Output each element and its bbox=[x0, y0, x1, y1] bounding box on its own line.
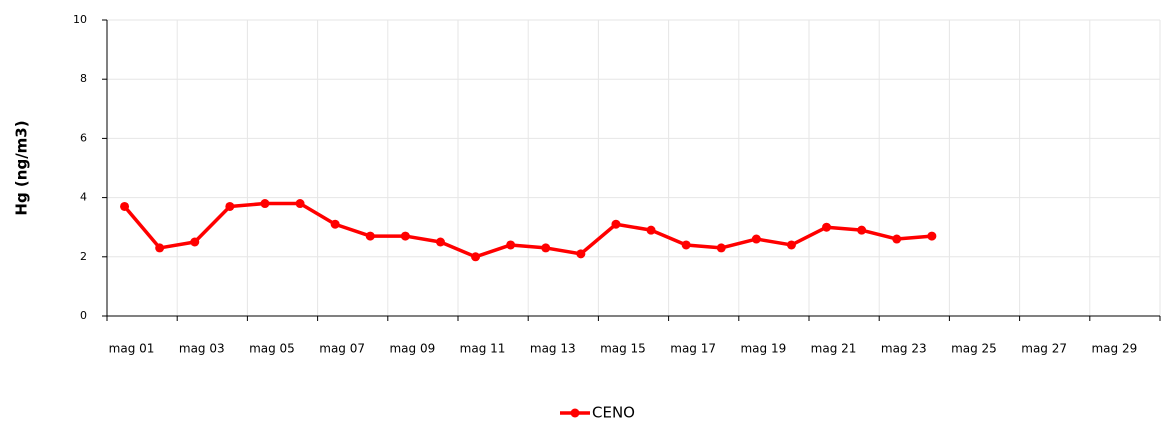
x-tick-label: mag 09 bbox=[389, 342, 435, 356]
y-tick-label: 2 bbox=[80, 250, 87, 263]
data-point bbox=[857, 225, 867, 235]
data-point bbox=[295, 199, 305, 209]
data-point bbox=[681, 240, 691, 250]
data-point bbox=[471, 252, 481, 262]
y-axis-label: Hg (ng/m3) bbox=[13, 120, 31, 215]
x-tick-label: mag 17 bbox=[670, 342, 716, 356]
x-tick-label: mag 05 bbox=[249, 342, 295, 356]
data-point bbox=[611, 219, 621, 229]
data-point bbox=[120, 201, 130, 211]
data-point bbox=[260, 199, 270, 209]
data-point bbox=[435, 237, 445, 247]
x-tick-label: mag 13 bbox=[530, 342, 576, 356]
x-tick-label: mag 15 bbox=[600, 342, 646, 356]
x-tick-label: mag 07 bbox=[319, 342, 365, 356]
data-point bbox=[506, 240, 516, 250]
x-tick-label: mag 23 bbox=[881, 342, 927, 356]
data-point bbox=[822, 222, 832, 232]
data-point bbox=[190, 237, 200, 247]
data-point bbox=[927, 231, 937, 241]
x-tick-label: mag 21 bbox=[811, 342, 857, 356]
data-point bbox=[892, 234, 902, 244]
series-line bbox=[123, 201, 932, 259]
y-tick-label: 0 bbox=[80, 309, 87, 322]
y-tick-label: 6 bbox=[80, 131, 87, 144]
x-tick-label: mag 11 bbox=[460, 342, 506, 356]
x-tick-label: mag 19 bbox=[740, 342, 786, 356]
legend-marker bbox=[570, 408, 580, 418]
data-point bbox=[541, 243, 551, 253]
data-point bbox=[400, 231, 410, 241]
y-tick-label: 8 bbox=[80, 72, 87, 85]
y-tick-label: 4 bbox=[80, 191, 87, 204]
data-point bbox=[330, 219, 340, 229]
data-point bbox=[365, 231, 375, 241]
data-point bbox=[225, 201, 235, 211]
x-tick-label: mag 25 bbox=[951, 342, 997, 356]
x-tick-label: mag 03 bbox=[179, 342, 225, 356]
data-point bbox=[716, 243, 726, 253]
x-tick-label: mag 01 bbox=[109, 342, 155, 356]
data-point bbox=[646, 225, 656, 235]
x-tick-label: mag 27 bbox=[1021, 342, 1067, 356]
data-point bbox=[155, 243, 165, 253]
data-point bbox=[576, 249, 586, 259]
y-tick-label: 10 bbox=[73, 13, 87, 26]
data-point bbox=[751, 234, 761, 244]
legend-label: CENO bbox=[592, 404, 635, 422]
data-point bbox=[786, 240, 796, 250]
x-tick-label: mag 29 bbox=[1091, 342, 1137, 356]
